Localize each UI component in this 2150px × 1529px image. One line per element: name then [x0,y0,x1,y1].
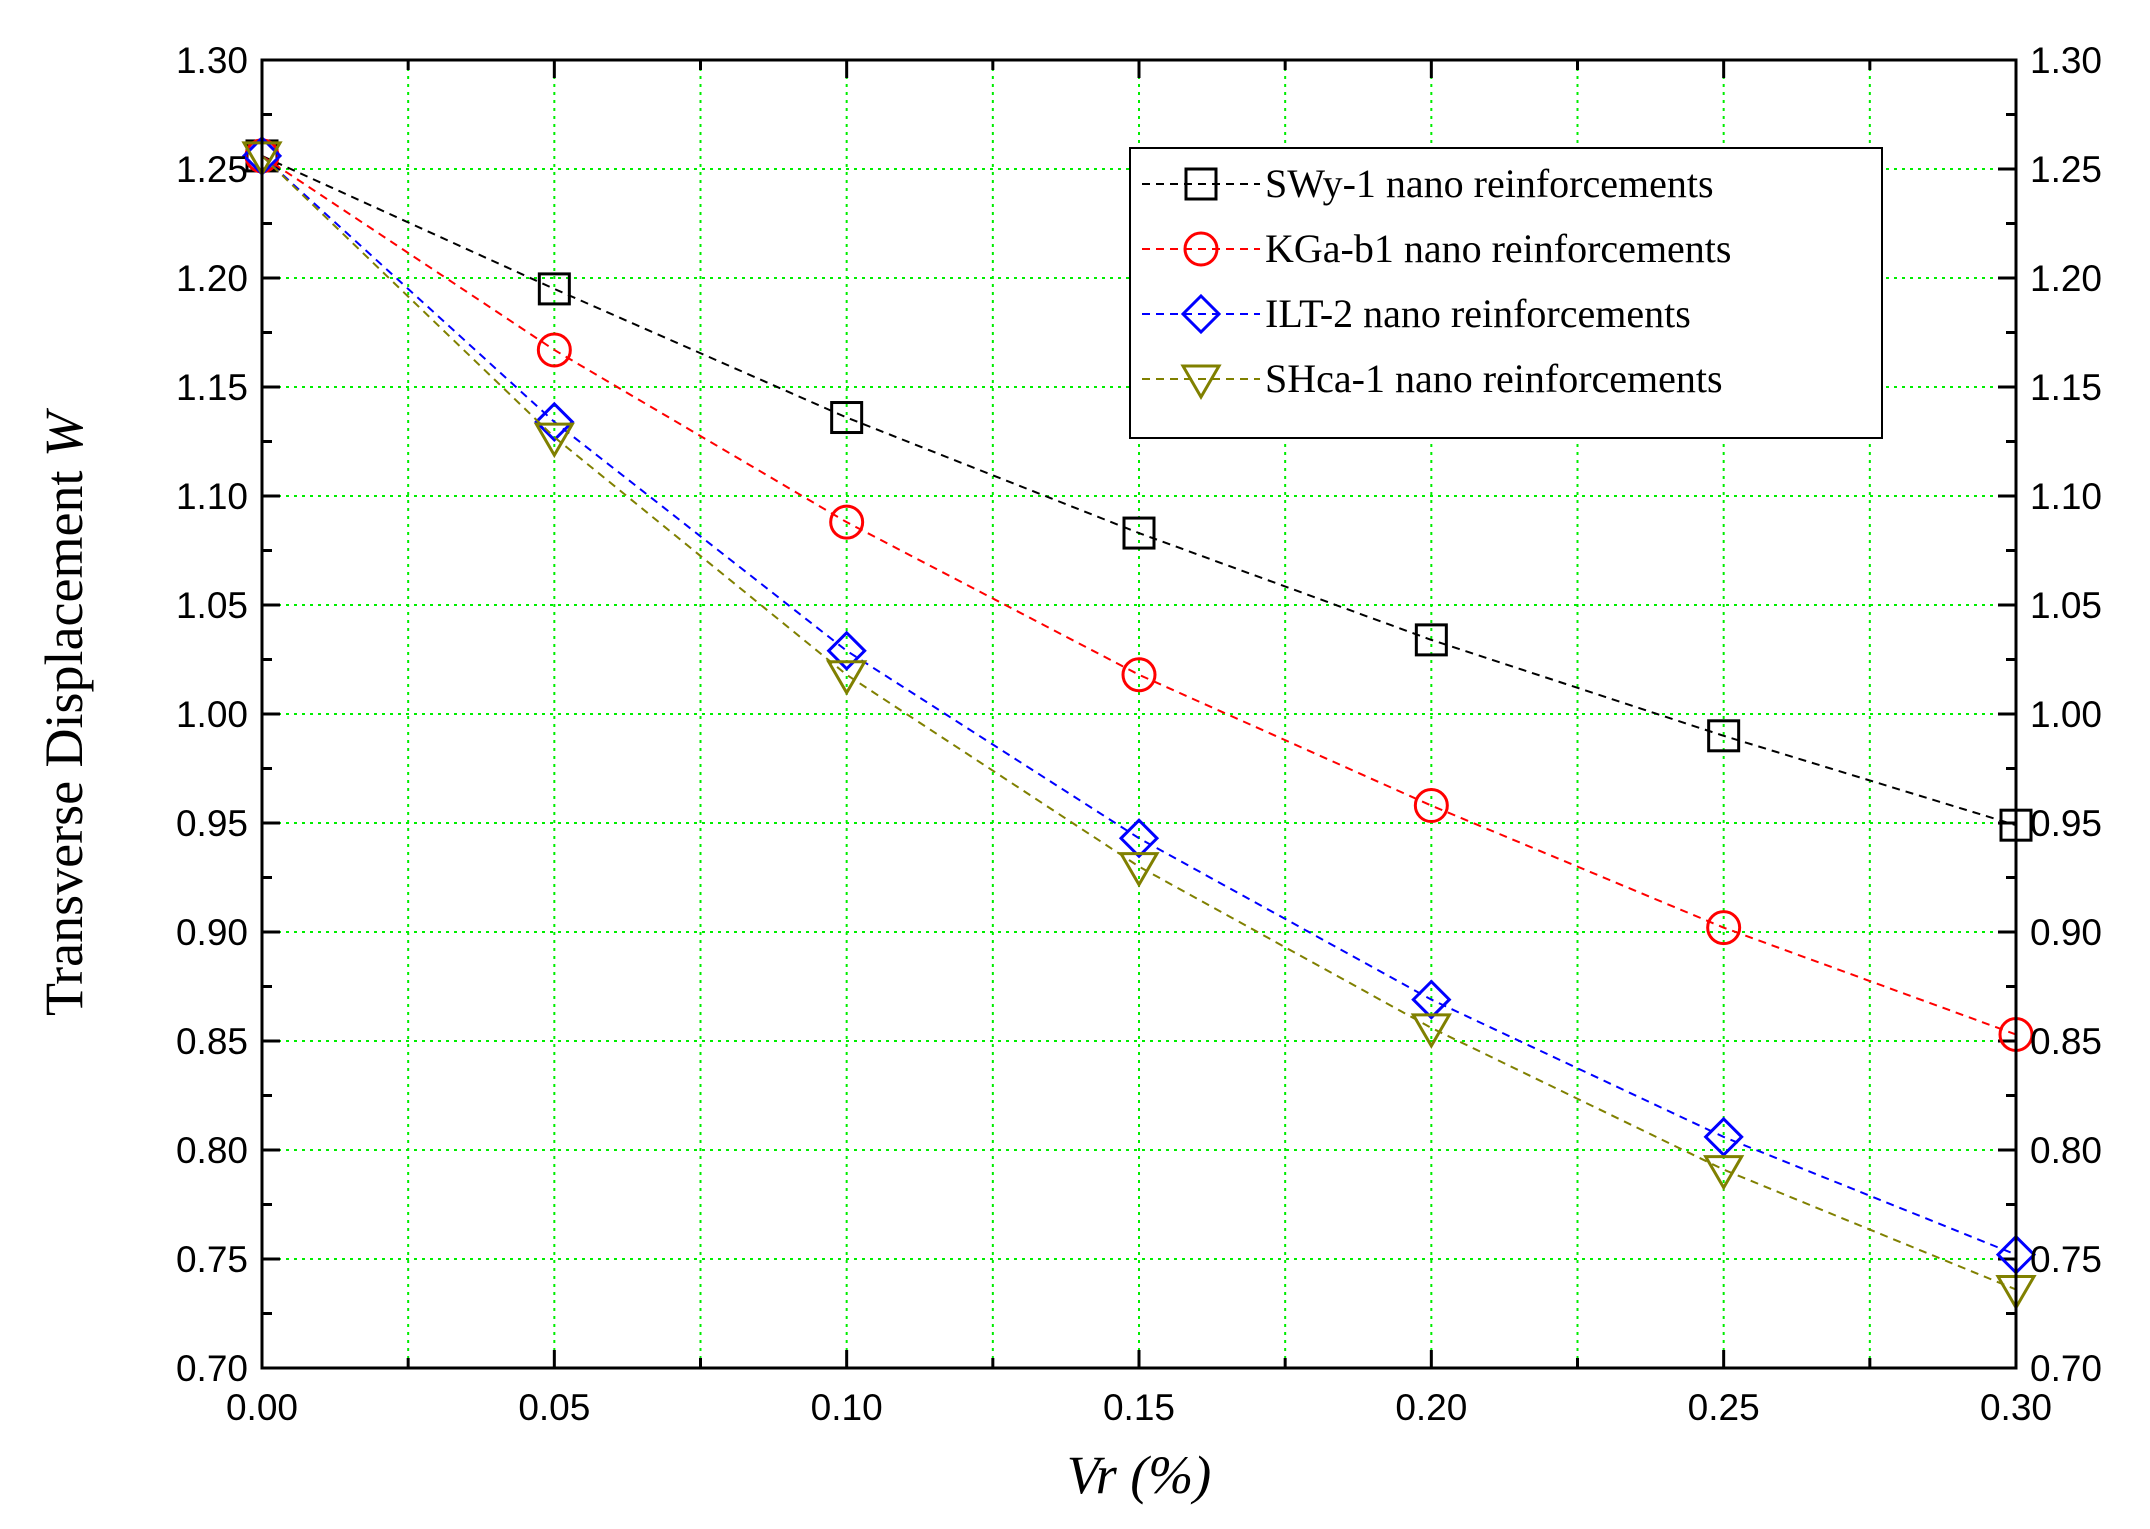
y-tick-label-right: 0.95 [2030,803,2102,844]
x-tick-label: 0.20 [1395,1387,1467,1428]
series-line [261,155,2017,1256]
y-axis-left-labels: 0.70 0.75 0.80 0.85 0.90 0.95 1.00 1.05 1.10 1.15… [176,40,248,1389]
y-tick-label-left: 1.05 [176,585,248,626]
legend: SWy-1 nano reinforcements KGa-b1 nano rei… [1129,147,1883,439]
data-point [1703,1155,1745,1191]
data-point [826,660,868,696]
legend-label: SWy-1 nano reinforcements [1265,161,1714,206]
y-axis-right-labels: 0.70 0.75 0.80 0.85 0.90 0.95 1.00 1.05 1.10 1.15… [2030,40,2102,1389]
legend-box [1129,147,1883,439]
data-point [1122,516,1156,550]
y-tick-label-left: 1.15 [176,367,248,408]
y-tick-label-left: 1.00 [176,694,248,735]
y-tick-label-right: 1.10 [2030,476,2102,517]
data-point [533,422,575,459]
y-tick-label-left: 0.85 [176,1021,248,1062]
y-tick-label-right: 0.70 [2030,1348,2102,1389]
legend-marker [1180,293,1222,335]
y-tick-label-right: 0.80 [2030,1130,2102,1171]
data-point [1411,979,1452,1020]
legend-item: SWy-1 nano reinforcements [1142,161,1714,206]
data-point [537,272,571,306]
y-tick-label-left: 0.75 [176,1239,248,1280]
x-tick-label: 0.10 [811,1387,883,1428]
y-tick-label-right: 1.20 [2030,258,2102,299]
x-axis-labels: 0.00 0.05 0.10 0.15 0.20 0.25 0.30 [226,1387,2052,1428]
legend-marker [1184,167,1218,201]
data-point [1410,1013,1452,1049]
data-point [1121,657,1157,693]
y-tick-label-right: 1.15 [2030,367,2102,408]
data-point [1118,818,1160,859]
y-axis-title: Transverse Displacement W [34,407,94,1016]
data-point [536,332,572,368]
y-tick-label-right: 0.75 [2030,1239,2102,1280]
legend-label: ILT-2 nano reinforcements [1265,291,1691,336]
data-point [829,504,865,540]
y-tick-label-left: 0.90 [176,912,248,953]
data-point [1118,852,1160,888]
plot-frame [260,58,2018,1370]
y-tick-label-right: 1.05 [2030,585,2102,626]
y-tick-label-left: 1.25 [176,149,248,190]
legend-marker [1183,231,1219,267]
data-point [1703,1116,1744,1158]
x-tick-label: 0.30 [1980,1387,2052,1428]
data-point [1413,788,1449,824]
y-tick-label-left: 1.10 [176,476,248,517]
y-tick-label-right: 1.25 [2030,149,2102,190]
y-tick-label-left: 1.30 [176,40,248,81]
legend-item: SHca-1 nano reinforcements [1142,356,1723,401]
legend-item: ILT-2 nano reinforcements [1142,291,1691,336]
data-point [1706,910,1742,946]
legend-marker [1180,364,1222,400]
axis-ticks [260,58,2018,1370]
x-tick-label: 0.15 [1103,1387,1175,1428]
y-tick-label-left: 1.20 [176,258,248,299]
y-tick-label-right: 0.85 [2030,1021,2102,1062]
y-tick-label-right: 1.00 [2030,694,2102,735]
data-point [826,630,867,671]
data-point [1414,623,1448,657]
y-tick-label-left: 0.70 [176,1348,248,1389]
y-tick-label-left: 0.95 [176,803,248,844]
y-tick-label-right: 1.30 [2030,40,2102,81]
legend-item: KGa-b1 nano reinforcements [1142,226,1731,271]
x-tick-label: 0.00 [226,1387,298,1428]
data-point [830,401,864,435]
series-line [261,155,2017,827]
data-point [1707,719,1741,753]
series-line [261,155,2017,1036]
data-point [534,401,575,443]
legend-label: KGa-b1 nano reinforcements [1265,226,1731,271]
y-tick-label-left: 0.80 [176,1130,248,1171]
legend-label: SHca-1 nano reinforcements [1265,356,1723,401]
x-axis-title: Vr (%) [1067,1445,1211,1505]
series-4 [241,141,2037,1311]
x-tick-label: 0.25 [1688,1387,1760,1428]
y-tick-label-right: 0.90 [2030,912,2102,953]
x-tick-label: 0.05 [518,1387,590,1428]
